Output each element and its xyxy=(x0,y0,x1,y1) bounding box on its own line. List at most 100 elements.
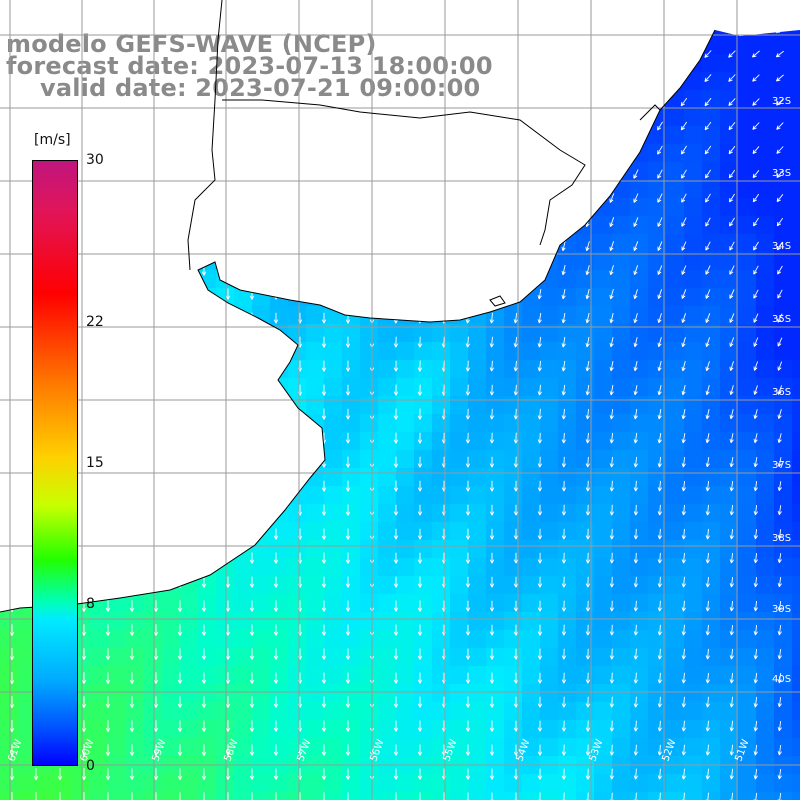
wind-arrow xyxy=(657,744,662,756)
wind-arrow xyxy=(561,265,566,276)
speed-cell xyxy=(144,792,163,800)
wind-arrow xyxy=(177,624,183,636)
wind-arrow xyxy=(129,504,135,516)
speed-cell xyxy=(504,72,523,91)
speed-cell xyxy=(684,180,703,199)
speed-cell xyxy=(396,30,415,37)
speed-cell xyxy=(666,648,685,667)
speed-cell xyxy=(198,198,217,217)
speed-cell xyxy=(198,144,217,163)
speed-cell xyxy=(558,90,577,109)
speed-cell xyxy=(504,108,523,127)
speed-cell xyxy=(576,360,595,379)
speed-cell xyxy=(540,666,559,685)
wind-arrow xyxy=(9,456,15,468)
speed-cell xyxy=(756,684,775,703)
speed-cell xyxy=(306,450,325,469)
speed-cell xyxy=(90,54,109,73)
speed-cell xyxy=(504,432,523,451)
speed-cell xyxy=(666,630,685,649)
speed-cell xyxy=(450,720,469,739)
speed-cell xyxy=(360,360,379,379)
wind-arrow xyxy=(537,432,542,444)
speed-cell xyxy=(774,576,793,595)
speed-cell xyxy=(576,504,595,523)
speed-cell xyxy=(576,342,595,361)
speed-cell xyxy=(396,72,415,91)
wind-arrow xyxy=(657,480,662,492)
speed-cell xyxy=(108,270,127,289)
speed-cell xyxy=(162,576,181,595)
speed-cell xyxy=(702,558,721,577)
speed-cell xyxy=(468,702,487,721)
speed-cell xyxy=(666,702,685,721)
speed-cell xyxy=(684,378,703,397)
wind-arrow xyxy=(585,576,591,588)
speed-cell xyxy=(288,378,307,397)
wind-arrow xyxy=(513,312,518,324)
speed-cell xyxy=(540,792,559,800)
wind-arrow xyxy=(513,480,519,492)
speed-cell xyxy=(684,324,703,343)
wind-arrow xyxy=(681,648,686,660)
wind-arrow xyxy=(657,720,662,732)
speed-cell xyxy=(576,648,595,667)
wind-arrow xyxy=(177,432,183,444)
wind-arrow xyxy=(537,624,543,636)
wind-arrow xyxy=(273,384,279,396)
speed-cell xyxy=(468,738,487,757)
wind-arrow xyxy=(465,624,471,636)
speed-cell xyxy=(504,648,523,667)
wind-arrow xyxy=(417,96,422,108)
speed-cell xyxy=(414,162,433,181)
speed-cell xyxy=(252,648,271,667)
speed-cell xyxy=(0,270,19,289)
speed-cell xyxy=(108,558,127,577)
wind-arrow xyxy=(537,600,543,612)
wind-arrow xyxy=(345,96,351,108)
speed-cell xyxy=(0,162,19,181)
speed-cell xyxy=(180,558,199,577)
speed-cell xyxy=(360,486,379,505)
speed-cell xyxy=(522,30,541,37)
wind-arrow xyxy=(345,696,351,708)
speed-cell xyxy=(720,126,739,145)
speed-cell xyxy=(756,486,775,505)
wind-arrow xyxy=(321,216,327,228)
wind-arrow xyxy=(705,696,710,708)
speed-cell xyxy=(594,702,613,721)
speed-cell xyxy=(774,30,793,37)
wind-arrow xyxy=(657,121,663,131)
wind-arrow xyxy=(704,169,711,179)
speed-cell xyxy=(756,504,775,523)
speed-cell xyxy=(792,108,800,127)
speed-cell xyxy=(792,414,800,433)
speed-cell xyxy=(108,288,127,307)
wind-arrow xyxy=(345,120,351,132)
wind-arrow xyxy=(489,360,494,372)
speed-cell xyxy=(684,288,703,307)
wind-arrow xyxy=(321,288,327,300)
speed-cell xyxy=(378,468,397,487)
wind-arrow xyxy=(201,336,207,348)
wind-arrow xyxy=(9,432,15,444)
wind-arrow xyxy=(81,552,87,564)
speed-cell xyxy=(648,612,667,631)
speed-cell xyxy=(324,720,343,739)
speed-cell xyxy=(414,594,433,613)
speed-cell xyxy=(108,612,127,631)
speed-cell xyxy=(234,504,253,523)
speed-cell xyxy=(504,414,523,433)
speed-cell xyxy=(126,702,145,721)
wind-arrow xyxy=(345,600,351,612)
speed-cell xyxy=(612,90,631,109)
speed-cell xyxy=(288,234,307,253)
wind-arrow xyxy=(201,576,207,588)
wind-arrow xyxy=(273,648,279,660)
wind-arrow xyxy=(729,289,735,299)
speed-cell xyxy=(306,216,325,235)
wind-arrow xyxy=(561,744,567,756)
speed-cell xyxy=(702,684,721,703)
wind-arrow xyxy=(752,98,760,106)
speed-cell xyxy=(630,306,649,325)
